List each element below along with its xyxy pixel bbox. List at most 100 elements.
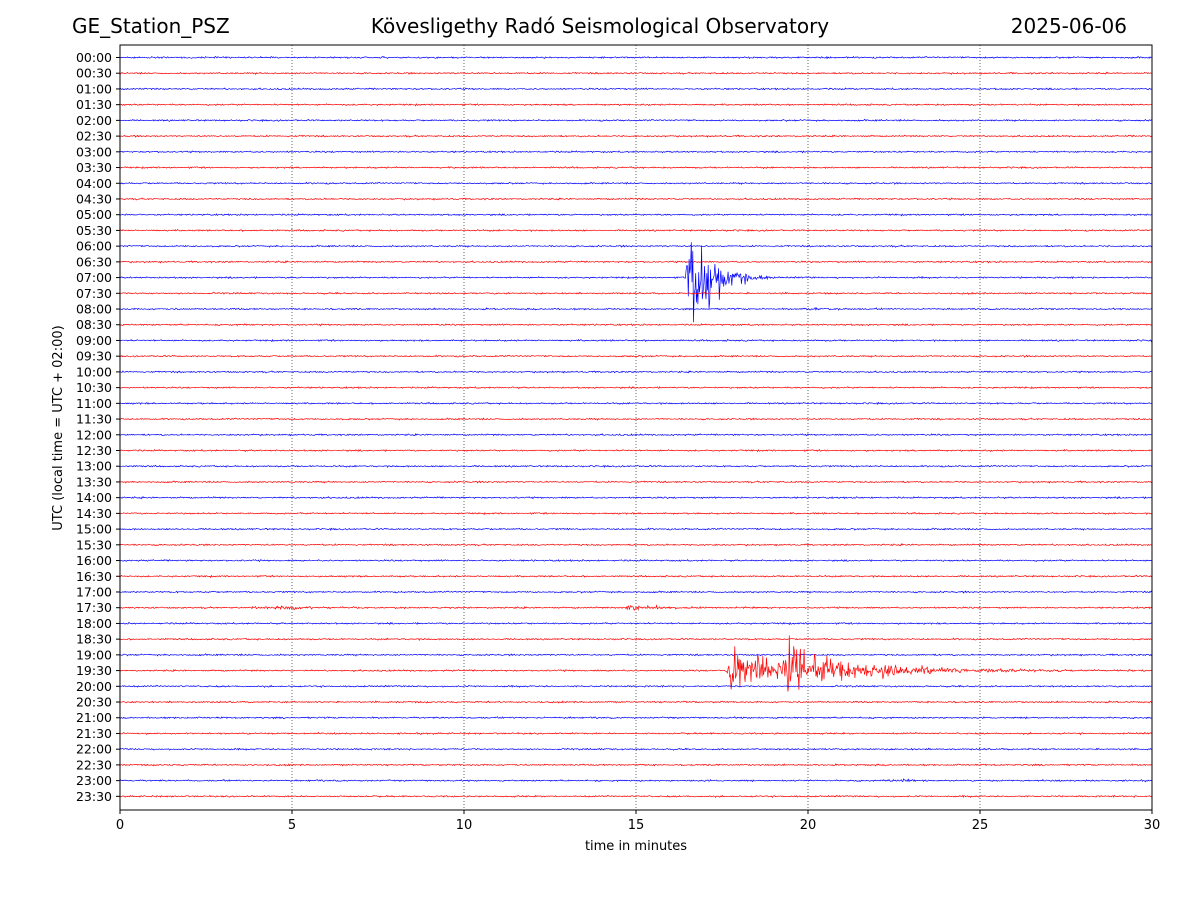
row-label: 14:30 xyxy=(76,506,112,521)
row-label: 18:30 xyxy=(76,632,112,647)
row-label: 11:00 xyxy=(76,396,112,411)
trace-1830 xyxy=(119,637,1153,641)
x-tick-label: 10 xyxy=(456,818,473,833)
x-tick-label: 20 xyxy=(800,818,817,833)
row-label: 23:30 xyxy=(76,789,112,804)
trace-2130 xyxy=(119,731,1153,736)
y-axis: 00:0000:3001:0001:3002:0002:3003:0003:30… xyxy=(76,50,120,804)
trace-0300 xyxy=(119,150,1153,154)
trace-2330 xyxy=(119,794,1153,799)
row-label: 15:30 xyxy=(76,537,112,552)
trace-0400 xyxy=(119,181,1152,186)
trace-0000 xyxy=(119,55,1153,60)
trace-1230 xyxy=(119,448,1153,453)
seismogram-traces xyxy=(119,55,1153,799)
row-label: 18:00 xyxy=(76,616,112,631)
trace-1630 xyxy=(119,574,1153,579)
record-date: 2025-06-06 xyxy=(1010,14,1127,38)
row-label: 07:00 xyxy=(76,270,112,285)
row-label: 13:30 xyxy=(76,474,112,489)
row-label: 22:30 xyxy=(76,757,112,772)
trace-0430 xyxy=(119,197,1153,201)
trace-2230 xyxy=(120,763,1153,767)
row-label: 21:00 xyxy=(76,710,112,725)
trace-1530 xyxy=(119,543,1153,547)
row-label: 07:30 xyxy=(76,286,112,301)
row-label: 06:30 xyxy=(76,254,112,269)
row-label: 22:00 xyxy=(76,742,112,757)
row-label: 21:30 xyxy=(76,726,112,741)
trace-1000 xyxy=(119,370,1153,374)
x-axis-label: time in minutes xyxy=(585,839,687,854)
row-label: 05:30 xyxy=(76,223,112,238)
x-axis: 0 5 10 15 20 25 30 xyxy=(116,810,1160,833)
trace-0630 xyxy=(119,260,1153,264)
trace-2300 xyxy=(119,778,1153,783)
row-label: 06:00 xyxy=(76,239,112,254)
row-label: 04:30 xyxy=(76,191,112,206)
y-axis-label: UTC (local time = UTC + 02:00) xyxy=(51,325,66,530)
row-label: 13:00 xyxy=(76,459,112,474)
x-tick-label: 15 xyxy=(628,818,645,833)
row-label: 20:30 xyxy=(76,695,112,710)
row-label: 00:00 xyxy=(76,50,112,65)
row-label: 19:30 xyxy=(76,663,112,678)
row-label: 14:00 xyxy=(76,490,112,505)
trace-1930 xyxy=(119,635,1153,692)
row-label: 08:00 xyxy=(76,302,112,317)
row-label: 03:00 xyxy=(76,144,112,159)
trace-2100 xyxy=(119,716,1153,720)
row-label: 04:00 xyxy=(76,176,112,191)
trace-0700 xyxy=(119,242,1153,323)
trace-2200 xyxy=(119,747,1153,751)
row-label: 23:00 xyxy=(76,773,112,788)
trace-0130 xyxy=(120,103,1153,107)
trace-0900 xyxy=(119,338,1153,343)
row-label: 10:30 xyxy=(76,380,112,395)
row-label: 16:00 xyxy=(76,553,112,568)
trace-2030 xyxy=(119,700,1153,704)
trace-1500 xyxy=(119,527,1153,531)
trace-0800 xyxy=(119,306,1153,311)
trace-1800 xyxy=(119,621,1153,626)
grid-lines xyxy=(291,45,981,810)
row-label: 08:30 xyxy=(76,317,112,332)
row-label: 02:00 xyxy=(76,113,112,128)
station-name: GE_Station_PSZ xyxy=(72,14,230,38)
row-label: 01:00 xyxy=(76,81,112,96)
trace-0600 xyxy=(119,244,1153,248)
trace-1600 xyxy=(119,558,1153,563)
trace-0530 xyxy=(119,228,1153,233)
trace-0830 xyxy=(119,323,1153,327)
row-label: 11:30 xyxy=(76,412,112,427)
trace-1300 xyxy=(119,464,1153,469)
trace-1330 xyxy=(120,480,1153,484)
trace-1430 xyxy=(119,511,1153,516)
row-label: 19:00 xyxy=(76,647,112,662)
trace-0230 xyxy=(119,134,1153,138)
trace-1200 xyxy=(119,433,1153,437)
trace-2000 xyxy=(119,684,1153,689)
x-tick-label: 0 xyxy=(116,818,124,833)
row-label: 17:00 xyxy=(76,584,112,599)
trace-0930 xyxy=(119,354,1153,358)
row-label: 17:30 xyxy=(76,600,112,615)
row-label: 20:00 xyxy=(76,679,112,694)
trace-0030 xyxy=(119,71,1153,76)
row-label: 10:00 xyxy=(76,364,112,379)
row-label: 01:30 xyxy=(76,97,112,112)
row-label: 02:30 xyxy=(76,129,112,144)
trace-0200 xyxy=(119,118,1153,123)
trace-1130 xyxy=(119,417,1153,421)
trace-1700 xyxy=(120,590,1153,594)
observatory-title: Kövesligethy Radó Seismological Observat… xyxy=(370,14,830,38)
trace-0100 xyxy=(119,87,1153,91)
trace-0330 xyxy=(119,166,1153,170)
trace-0500 xyxy=(119,213,1152,217)
row-label: 00:30 xyxy=(76,66,112,81)
x-tick-label: 25 xyxy=(972,818,989,833)
x-tick-label: 30 xyxy=(1144,818,1161,833)
x-tick-label: 5 xyxy=(288,818,296,833)
row-label: 03:30 xyxy=(76,160,112,175)
